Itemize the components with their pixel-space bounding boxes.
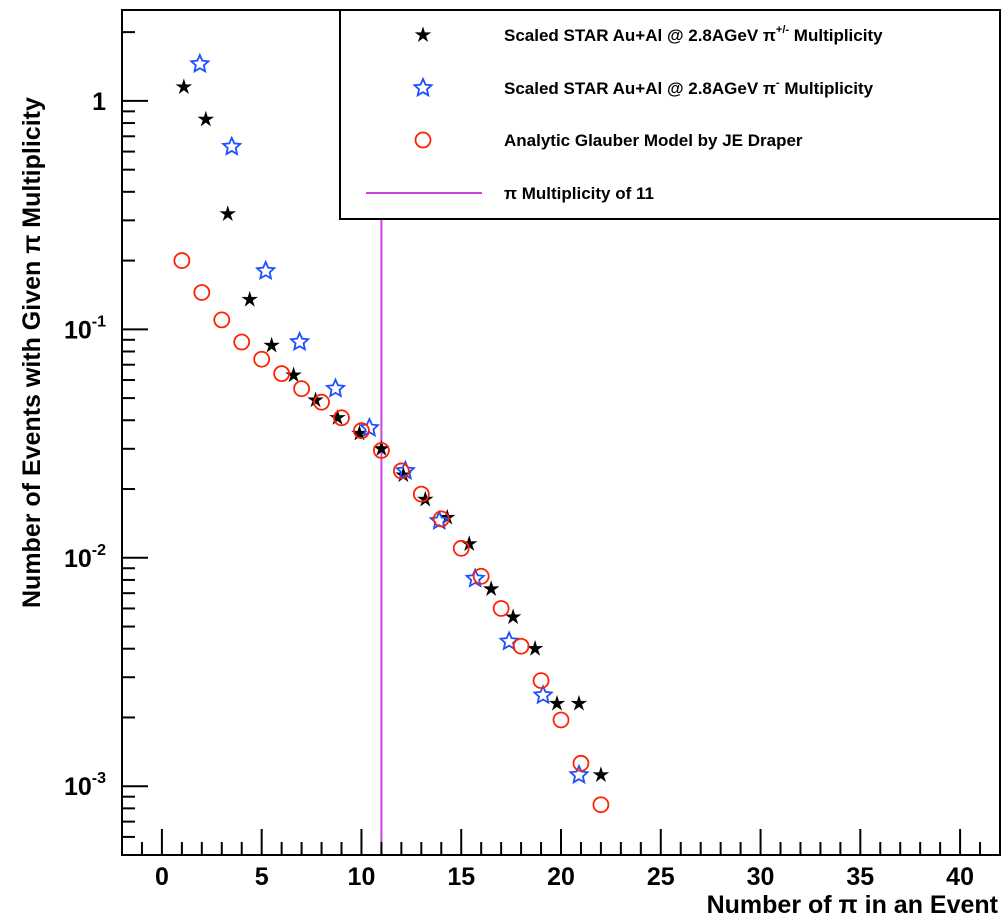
data-point bbox=[464, 567, 486, 588]
data-point bbox=[568, 763, 590, 785]
data-point bbox=[221, 135, 243, 156]
legend-label-text: Scaled STAR Au+Al @ 2.8AGeV π bbox=[504, 26, 776, 45]
data-point bbox=[592, 766, 610, 783]
y-tick-label: 10-3 bbox=[64, 770, 106, 801]
data-point bbox=[482, 580, 500, 597]
data-point bbox=[492, 600, 510, 617]
y-tick-label: 1 bbox=[92, 88, 106, 116]
data-point bbox=[213, 311, 231, 329]
data-point bbox=[548, 694, 566, 711]
x-tick-label: 30 bbox=[747, 863, 775, 891]
x-tick-label: 20 bbox=[547, 863, 575, 891]
data-point bbox=[193, 284, 211, 301]
data-point bbox=[452, 539, 470, 557]
data-point bbox=[412, 485, 430, 503]
data-point bbox=[532, 684, 554, 705]
data-point bbox=[504, 608, 522, 625]
legend-label: Scaled STAR Au+Al @ 2.8AGeV π- Multiplic… bbox=[504, 77, 874, 98]
legend-marker bbox=[412, 76, 434, 98]
data-point bbox=[498, 630, 520, 651]
legend-label-suffix: Multiplicity bbox=[789, 26, 883, 45]
legend-marker bbox=[414, 131, 432, 149]
x-tick-label: 15 bbox=[447, 863, 475, 891]
data-point bbox=[219, 205, 237, 221]
legend-label-text: Analytic Glauber Model by JE Draper bbox=[504, 131, 803, 150]
legend-box bbox=[339, 9, 1001, 220]
data-point bbox=[173, 252, 191, 269]
legend-symbol bbox=[414, 131, 432, 149]
data-point bbox=[373, 442, 390, 459]
legend: Scaled STAR Au+Al @ 2.8AGeV π+/- Multipl… bbox=[339, 9, 1001, 220]
data-point bbox=[417, 490, 434, 507]
data-point bbox=[512, 637, 530, 655]
y-tick-base: 10 bbox=[64, 545, 92, 573]
data-point bbox=[570, 694, 588, 711]
data-point bbox=[428, 509, 450, 531]
data-point bbox=[439, 508, 456, 525]
x-tick-label: 0 bbox=[155, 863, 169, 891]
legend-label-superscript: - bbox=[776, 77, 780, 89]
data-point bbox=[592, 796, 610, 814]
data-point bbox=[552, 711, 570, 729]
data-point bbox=[526, 640, 544, 656]
series-1 bbox=[189, 52, 590, 785]
data-point bbox=[329, 409, 346, 425]
series-0 bbox=[175, 78, 610, 783]
data-point bbox=[254, 259, 277, 281]
data-point bbox=[532, 672, 550, 690]
y-tick-exponent: -3 bbox=[92, 770, 106, 787]
legend-label-text: Scaled STAR Au+Al @ 2.8AGeV π bbox=[504, 79, 776, 98]
y-tick-exponent: -1 bbox=[92, 313, 106, 330]
x-tick-label: 35 bbox=[846, 863, 874, 891]
data-point bbox=[263, 336, 280, 353]
data-point bbox=[472, 567, 490, 585]
x-tick-label: 5 bbox=[255, 863, 269, 891]
data-point bbox=[241, 290, 258, 307]
x-tick-label: 10 bbox=[348, 863, 376, 891]
legend-label: Analytic Glauber Model by JE Draper bbox=[504, 131, 803, 150]
legend-label: Scaled STAR Au+Al @ 2.8AGeV π+/- Multipl… bbox=[504, 24, 883, 45]
data-point bbox=[233, 333, 251, 351]
data-point bbox=[392, 462, 410, 480]
y-axis-title: Number of Events with Given π Multiplici… bbox=[18, 97, 46, 608]
data-point bbox=[572, 754, 590, 772]
legend-label-text: π Multiplicity of 11 bbox=[504, 184, 654, 203]
data-point bbox=[293, 380, 310, 398]
legend-symbol bbox=[412, 76, 434, 98]
x-tick-label: 40 bbox=[946, 863, 974, 891]
legend-label: π Multiplicity of 11 bbox=[504, 184, 654, 203]
series-2 bbox=[173, 252, 610, 814]
y-tick-exponent: -2 bbox=[92, 542, 106, 559]
data-point bbox=[253, 350, 271, 368]
data-point bbox=[307, 391, 324, 408]
x-axis-title: Number of π in an Event bbox=[707, 891, 999, 919]
legend-marker bbox=[414, 26, 432, 43]
y-tick-label: 10-2 bbox=[64, 542, 106, 573]
data-point bbox=[353, 422, 370, 440]
data-point bbox=[273, 365, 291, 383]
legend-label-superscript: +/- bbox=[776, 24, 789, 36]
data-point bbox=[175, 78, 193, 95]
legend-label-suffix: Multiplicity bbox=[780, 79, 874, 98]
data-point bbox=[394, 459, 417, 481]
plot-marks bbox=[173, 10, 610, 855]
data-point bbox=[432, 510, 450, 528]
data-point bbox=[324, 377, 347, 398]
y-tick-label: 10-1 bbox=[64, 313, 106, 344]
x-tick-label: 25 bbox=[647, 863, 675, 891]
y-tick-base: 10 bbox=[64, 316, 92, 344]
data-point bbox=[288, 330, 311, 352]
data-point bbox=[313, 393, 330, 411]
data-point bbox=[373, 440, 390, 456]
legend-symbol bbox=[414, 26, 432, 43]
data-point bbox=[333, 409, 350, 427]
data-point bbox=[189, 52, 211, 74]
y-tick-base: 1 bbox=[92, 88, 106, 116]
data-point bbox=[197, 110, 215, 127]
y-tick-base: 10 bbox=[64, 773, 92, 801]
